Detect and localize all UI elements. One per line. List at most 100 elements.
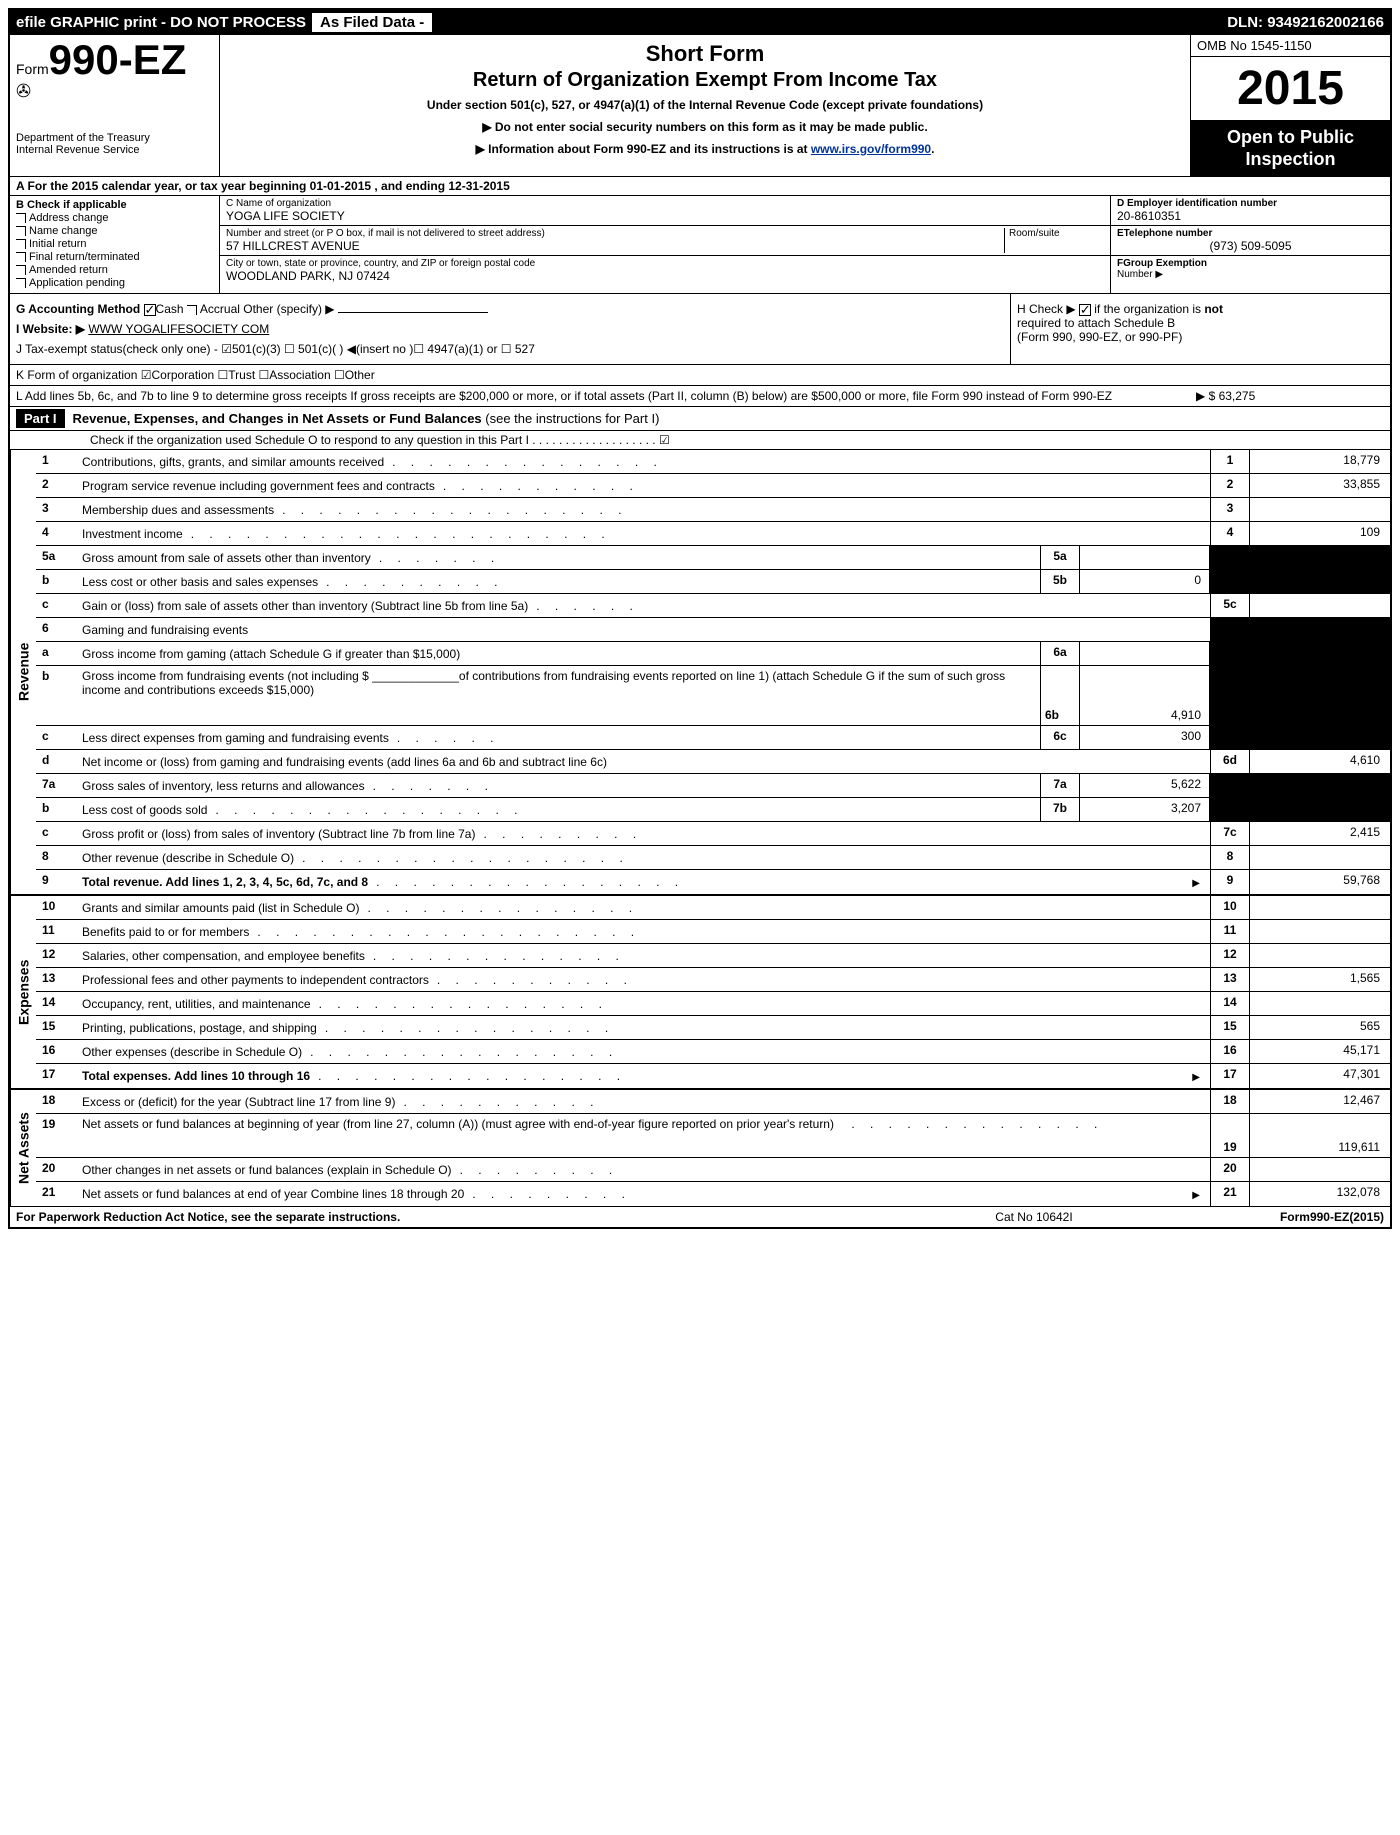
tax-year: 2015 (1191, 57, 1390, 121)
line-3: 3 Membership dues and assessments. . . .… (36, 498, 1390, 522)
column-de: D Employer identification number 20-8610… (1110, 196, 1390, 293)
instructions-link[interactable]: www.irs.gov/form990 (811, 142, 931, 156)
line-15: 15 Printing, publications, postage, and … (36, 1016, 1390, 1040)
row-k-form-org: K Form of organization ☑Corporation ☐Tru… (10, 365, 1390, 386)
as-filed-label: As Filed Data - (312, 13, 432, 32)
line-6c: c Less direct expenses from gaming and f… (36, 726, 1390, 750)
form-title: Short Form (230, 41, 1180, 67)
net-assets-section: Net Assets 18 Excess or (deficit) for th… (10, 1090, 1390, 1207)
line-20: 20 Other changes in net assets or fund b… (36, 1158, 1390, 1182)
info-grid: B Check if applicable Address change Nam… (10, 196, 1390, 294)
form-page: efile GRAPHIC print - DO NOT PROCESS As … (8, 8, 1392, 1229)
form-header: Form990-EZ ✇ Department of the Treasury … (10, 35, 1390, 177)
row-a-tax-year: A For the 2015 calendar year, or tax yea… (10, 177, 1390, 196)
line-16: 16 Other expenses (describe in Schedule … (36, 1040, 1390, 1064)
expenses-section: Expenses 10 Grants and similar amounts p… (10, 896, 1390, 1090)
line-13-value: 1,565 (1250, 968, 1390, 991)
line-5a: 5a Gross amount from sale of assets othe… (36, 546, 1390, 570)
line-18: 18 Excess or (deficit) for the year (Sub… (36, 1090, 1390, 1114)
catalog-number: Cat No 10642I (884, 1210, 1184, 1224)
line-7a-value: 5,622 (1080, 774, 1210, 797)
accounting-method-row: G Accounting Method Cash Accrual Other (… (10, 294, 1010, 364)
part-1-schedule-o-check: Check if the organization used Schedule … (10, 431, 1390, 450)
line-3-value (1250, 498, 1390, 521)
checkbox-address-change[interactable] (16, 213, 26, 223)
dept-treasury: Department of the Treasury (16, 132, 213, 144)
line-6b-value: 4,910 (1080, 666, 1210, 725)
line-17-value: 47,301 (1250, 1064, 1390, 1088)
dept-irs: Internal Revenue Service (16, 144, 213, 156)
line-1-value: 18,779 (1250, 450, 1390, 473)
line-5c: c Gain or (loss) from sale of assets oth… (36, 594, 1390, 618)
line-7c: c Gross profit or (loss) from sales of i… (36, 822, 1390, 846)
line-6d: d Net income or (loss) from gaming and f… (36, 750, 1390, 774)
line-4: 4 Investment income. . . . . . . . . . .… (36, 522, 1390, 546)
line-14: 14 Occupancy, rent, utilities, and maint… (36, 992, 1390, 1016)
line-5b-value: 0 (1080, 570, 1210, 593)
checkbox-application-pending[interactable] (16, 278, 26, 288)
city-cell: City or town, state or province, country… (220, 256, 1110, 286)
line-9-value: 59,768 (1250, 870, 1390, 894)
line-6: 6 Gaming and fundraising events (36, 618, 1390, 642)
form-under-section: Under section 501(c), 527, or 4947(a)(1)… (230, 98, 1180, 112)
revenue-side-label: Revenue (10, 450, 36, 894)
header-right-cell: OMB No 1545-1150 2015 Open to Public Ins… (1190, 35, 1390, 176)
line-16-value: 45,171 (1250, 1040, 1390, 1063)
dln-number: DLN: 93492162002166 (1227, 14, 1384, 31)
line-19-value: 119,611 (1250, 1114, 1390, 1157)
open-to-public-inspection: Open to Public Inspection (1191, 121, 1390, 176)
telephone-cell: ETelephone number (973) 509-5095 (1111, 226, 1390, 256)
header-left-cell: Form990-EZ ✇ Department of the Treasury … (10, 35, 220, 176)
checkbox-final-return[interactable] (16, 252, 26, 262)
city-state-zip: WOODLAND PARK, NJ 07424 (226, 269, 1104, 283)
checkbox-cash[interactable] (144, 304, 156, 316)
line-19: 19 Net assets or fund balances at beginn… (36, 1114, 1390, 1158)
line-6c-value: 300 (1080, 726, 1210, 749)
line-9: 9 Total revenue. Add lines 1, 2, 3, 4, 5… (36, 870, 1390, 894)
omb-number: OMB No 1545-1150 (1191, 35, 1390, 57)
checkbox-initial-return[interactable] (16, 239, 26, 249)
gross-receipts-amount: ▶ $ 63,275 (1190, 386, 1390, 406)
line-1: 1 Contributions, gifts, grants, and simi… (36, 450, 1390, 474)
line-6b: b Gross income from fundraising events (… (36, 666, 1390, 726)
street-cell: Number and street (or P O box, if mail i… (220, 226, 1110, 256)
form-warning-ssn: ▶ Do not enter social security numbers o… (230, 120, 1180, 134)
org-name-cell: C Name of organization YOGA LIFE SOCIETY (220, 196, 1110, 226)
line-21: 21 Net assets or fund balances at end of… (36, 1182, 1390, 1206)
form-reference: Form990-EZ(2015) (1184, 1210, 1384, 1224)
expenses-side-label: Expenses (10, 896, 36, 1088)
efile-notice: efile GRAPHIC print - DO NOT PROCESS (16, 14, 306, 31)
paperwork-notice: For Paperwork Reduction Act Notice, see … (16, 1210, 884, 1224)
checkbox-schedule-b-not-required[interactable] (1079, 304, 1091, 316)
line-7c-value: 2,415 (1250, 822, 1390, 845)
revenue-section: Revenue 1 Contributions, gifts, grants, … (10, 450, 1390, 896)
checkbox-name-change[interactable] (16, 226, 26, 236)
line-11: 11 Benefits paid to or for members. . . … (36, 920, 1390, 944)
street-address: 57 HILLCREST AVENUE (226, 239, 1004, 253)
line-2-value: 33,855 (1250, 474, 1390, 497)
part-1-header: Part I Revenue, Expenses, and Changes in… (10, 407, 1390, 431)
net-assets-side-label: Net Assets (10, 1090, 36, 1206)
checkbox-amended-return[interactable] (16, 265, 26, 275)
line-6a: a Gross income from gaming (attach Sched… (36, 642, 1390, 666)
telephone-value: (973) 509-5095 (1117, 239, 1384, 253)
form-number: 990-EZ (49, 36, 187, 83)
ein-cell: D Employer identification number 20-8610… (1111, 196, 1390, 226)
line-10: 10 Grants and similar amounts paid (list… (36, 896, 1390, 920)
line-6d-value: 4,610 (1250, 750, 1390, 773)
line-4-value: 109 (1250, 522, 1390, 545)
line-12: 12 Salaries, other compensation, and emp… (36, 944, 1390, 968)
line-7b: b Less cost of goods sold. . . . . . . .… (36, 798, 1390, 822)
line-8: 8 Other revenue (describe in Schedule O)… (36, 846, 1390, 870)
line-15-value: 565 (1250, 1016, 1390, 1039)
row-g-h: G Accounting Method Cash Accrual Other (… (10, 294, 1390, 365)
line-2: 2 Program service revenue including gove… (36, 474, 1390, 498)
line-21-value: 132,078 (1250, 1182, 1390, 1206)
schedule-b-check: H Check ▶ if the organization is not req… (1010, 294, 1390, 364)
website-link[interactable]: WWW YOGALIFESOCIETY COM (88, 322, 269, 336)
line-7a: 7a Gross sales of inventory, less return… (36, 774, 1390, 798)
tax-exempt-status-row: J Tax-exempt status(check only one) - ☑5… (16, 342, 1004, 356)
checkbox-accrual[interactable] (187, 305, 197, 315)
line-17: 17 Total expenses. Add lines 10 through … (36, 1064, 1390, 1088)
row-l-gross-receipts: L Add lines 5b, 6c, and 7b to line 9 to … (10, 386, 1390, 407)
